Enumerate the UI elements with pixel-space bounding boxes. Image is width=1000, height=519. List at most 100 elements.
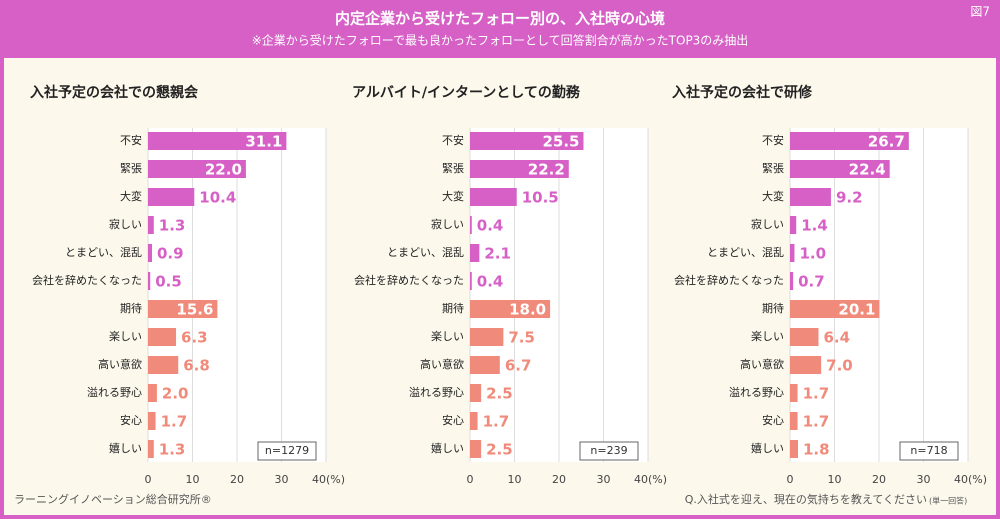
note: n=1279 <box>265 444 309 457</box>
x-unit: (%) <box>968 473 987 486</box>
category-label: 不安 <box>120 133 142 147</box>
category-label: 大変 <box>442 189 464 203</box>
value-label: 10.5 <box>522 189 559 207</box>
value-label: 2.5 <box>486 385 513 403</box>
category-label: 安心 <box>762 413 784 427</box>
x-tick-label: 40 <box>634 473 648 486</box>
value-label: 31.1 <box>245 133 282 151</box>
note: n=718 <box>910 444 947 457</box>
bar <box>470 412 478 430</box>
bar <box>470 440 482 458</box>
bar <box>148 300 218 318</box>
bar <box>148 384 157 402</box>
bar <box>148 216 154 234</box>
x-tick-label: 30 <box>917 473 931 486</box>
category-label: 寂しい <box>109 217 142 231</box>
value-label: 1.8 <box>803 441 830 459</box>
title: 内定企業から受けたフォロー別の、入社時の心境 <box>335 10 665 28</box>
value-label: 6.3 <box>181 329 208 347</box>
value-label: 26.7 <box>868 133 905 151</box>
category-label: 寂しい <box>751 217 784 231</box>
value-label: 6.8 <box>183 357 210 375</box>
category-label: 嬉しい <box>109 441 142 455</box>
category-label: 楽しい <box>109 330 142 343</box>
category-label: 会社を辞めたくなった <box>32 273 142 287</box>
value-label: 7.0 <box>826 357 853 375</box>
value-label: 20.1 <box>838 301 875 319</box>
bar <box>790 300 880 318</box>
panel-title: 入社予定の会社で研修 <box>672 84 813 101</box>
value-label: 9.2 <box>836 189 863 207</box>
value-label: 15.6 <box>176 301 213 319</box>
value-label: 7.5 <box>508 329 535 347</box>
x-tick-label: 10 <box>508 473 522 486</box>
category-label: 緊張 <box>442 162 464 175</box>
category-label: 緊張 <box>120 162 142 175</box>
bar <box>470 356 500 374</box>
value-label: 6.7 <box>505 357 532 375</box>
x-tick-label: 0 <box>467 473 474 486</box>
value-label: 1.3 <box>159 217 186 235</box>
category-label: 高い意欲 <box>740 357 784 371</box>
category-label: 会社を辞めたくなった <box>674 273 784 287</box>
category-label: 嬉しい <box>431 441 464 455</box>
value-label: 18.0 <box>509 301 546 319</box>
x-tick-label: 40 <box>312 473 326 486</box>
bar <box>148 132 287 150</box>
bar <box>148 356 179 374</box>
bar <box>470 272 472 290</box>
bar <box>470 188 517 206</box>
x-tick-label: 10 <box>186 473 200 486</box>
value-label: 1.7 <box>803 413 830 431</box>
bar <box>470 216 472 234</box>
category-label: 嬉しい <box>751 441 784 455</box>
category-label: 大変 <box>762 189 784 203</box>
category-label: 楽しい <box>431 330 464 343</box>
note-box <box>899 441 959 461</box>
question-note: (単一回答) <box>929 496 967 506</box>
value-label: 22.0 <box>205 161 242 179</box>
value-label: 10.4 <box>199 189 236 207</box>
bar <box>470 244 480 262</box>
bar <box>470 384 482 402</box>
x-tick-label: 30 <box>597 473 611 486</box>
value-label: 22.2 <box>528 161 565 179</box>
value-label: 2.1 <box>484 245 511 263</box>
x-tick-label: 10 <box>828 473 842 486</box>
x-tick-label: 20 <box>872 473 886 486</box>
category-label: 安心 <box>442 413 464 427</box>
note: n=239 <box>590 444 627 457</box>
category-label: 安心 <box>120 413 142 427</box>
value-label: 25.5 <box>542 133 579 151</box>
value-label: 2.5 <box>486 441 513 459</box>
x-unit: (%) <box>326 473 345 486</box>
category-label: 高い意欲 <box>98 357 142 371</box>
bar <box>790 244 795 262</box>
category-label: 不安 <box>762 133 784 147</box>
panel-title: アルバイト/インターンとしての勤務 <box>352 84 581 101</box>
value-label: 1.7 <box>161 413 188 431</box>
note-box <box>579 441 639 461</box>
value-label: 0.4 <box>477 273 504 291</box>
bar <box>470 328 504 346</box>
category-label: とまどい、混乱 <box>65 246 142 259</box>
category-label: 緊張 <box>762 162 784 175</box>
subtitle: ※企業から受けたフォローで最も良かったフォローとして回答割合が高かったTOP3の… <box>252 33 749 48</box>
value-label: 0.7 <box>798 273 825 291</box>
x-tick-label: 20 <box>230 473 244 486</box>
bar <box>790 328 819 346</box>
category-label: とまどい、混乱 <box>707 246 784 259</box>
figure-label: 図7 <box>970 5 990 19</box>
bar <box>470 160 569 178</box>
category-label: 期待 <box>442 301 464 315</box>
bar <box>790 216 797 234</box>
value-label: 1.7 <box>803 385 830 403</box>
bar <box>790 160 890 178</box>
bar <box>148 272 151 290</box>
category-label: 高い意欲 <box>420 357 464 371</box>
bar <box>790 412 798 430</box>
category-label: 期待 <box>762 301 784 315</box>
bar <box>148 440 154 458</box>
